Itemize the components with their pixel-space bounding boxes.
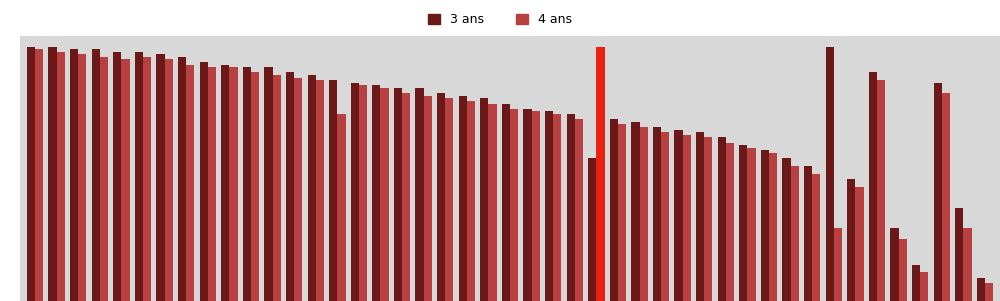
Bar xyxy=(402,93,410,301)
Bar xyxy=(985,283,993,301)
Bar xyxy=(380,88,389,301)
Bar xyxy=(57,52,65,301)
Bar xyxy=(35,49,43,301)
Bar xyxy=(523,109,532,301)
Bar xyxy=(618,124,626,301)
Bar xyxy=(316,80,324,301)
Bar xyxy=(739,145,747,301)
Bar xyxy=(567,114,575,301)
Bar xyxy=(942,93,950,301)
Bar xyxy=(877,80,885,301)
Bar xyxy=(510,109,518,301)
Bar xyxy=(329,80,337,301)
Bar xyxy=(704,137,712,301)
Bar xyxy=(963,228,972,301)
Bar xyxy=(977,278,985,301)
Bar xyxy=(834,228,842,301)
Bar xyxy=(135,52,143,301)
Bar xyxy=(610,119,618,301)
Bar xyxy=(890,228,899,301)
Bar xyxy=(588,158,596,301)
Bar xyxy=(286,73,294,301)
Bar xyxy=(394,88,402,301)
Bar xyxy=(156,54,165,301)
Bar xyxy=(653,127,661,301)
Bar xyxy=(351,83,359,301)
Bar xyxy=(186,65,194,301)
Bar xyxy=(480,98,488,301)
Bar xyxy=(761,150,769,301)
Bar xyxy=(415,88,424,301)
Bar xyxy=(826,47,834,301)
Bar xyxy=(294,78,302,301)
Bar xyxy=(747,148,756,301)
Bar xyxy=(372,85,380,301)
Bar xyxy=(934,83,942,301)
Bar xyxy=(726,143,734,301)
Bar xyxy=(437,93,445,301)
Bar xyxy=(165,60,173,301)
Bar xyxy=(791,166,799,301)
Bar xyxy=(696,132,704,301)
Bar xyxy=(27,47,35,301)
Bar xyxy=(855,187,864,301)
Bar xyxy=(178,57,186,301)
Bar xyxy=(502,104,510,301)
Bar xyxy=(208,67,216,301)
Bar xyxy=(48,47,57,301)
Bar xyxy=(221,65,229,301)
Bar xyxy=(804,166,812,301)
Bar xyxy=(847,179,855,301)
Bar xyxy=(674,130,683,301)
Bar xyxy=(113,52,121,301)
Bar xyxy=(640,127,648,301)
Bar xyxy=(459,96,467,301)
Bar xyxy=(575,119,583,301)
Bar xyxy=(532,111,540,301)
Bar xyxy=(337,114,346,301)
Bar xyxy=(273,75,281,301)
Bar xyxy=(488,104,497,301)
Bar xyxy=(308,75,316,301)
Bar xyxy=(359,85,367,301)
Bar xyxy=(445,98,453,301)
Bar xyxy=(251,73,259,301)
Bar xyxy=(869,73,877,301)
Bar xyxy=(92,49,100,301)
Bar xyxy=(143,57,151,301)
Bar xyxy=(78,54,86,301)
Bar xyxy=(899,239,907,301)
Bar xyxy=(467,101,475,301)
Bar xyxy=(769,153,777,301)
Legend: 3 ans, 4 ans: 3 ans, 4 ans xyxy=(423,8,577,31)
Bar xyxy=(553,114,561,301)
Bar xyxy=(70,49,78,301)
Bar xyxy=(912,265,920,301)
Bar xyxy=(100,57,108,301)
Bar xyxy=(631,122,640,301)
Bar xyxy=(718,137,726,301)
Bar xyxy=(661,132,669,301)
Bar xyxy=(229,67,238,301)
Bar xyxy=(243,67,251,301)
Bar xyxy=(424,96,432,301)
Bar xyxy=(920,272,928,301)
Bar xyxy=(782,158,791,301)
Bar xyxy=(200,62,208,301)
Bar xyxy=(545,111,553,301)
Bar xyxy=(121,60,130,301)
Bar xyxy=(683,135,691,301)
Bar xyxy=(812,174,820,301)
Bar xyxy=(264,67,273,301)
Bar xyxy=(596,47,605,301)
Bar xyxy=(955,207,963,301)
